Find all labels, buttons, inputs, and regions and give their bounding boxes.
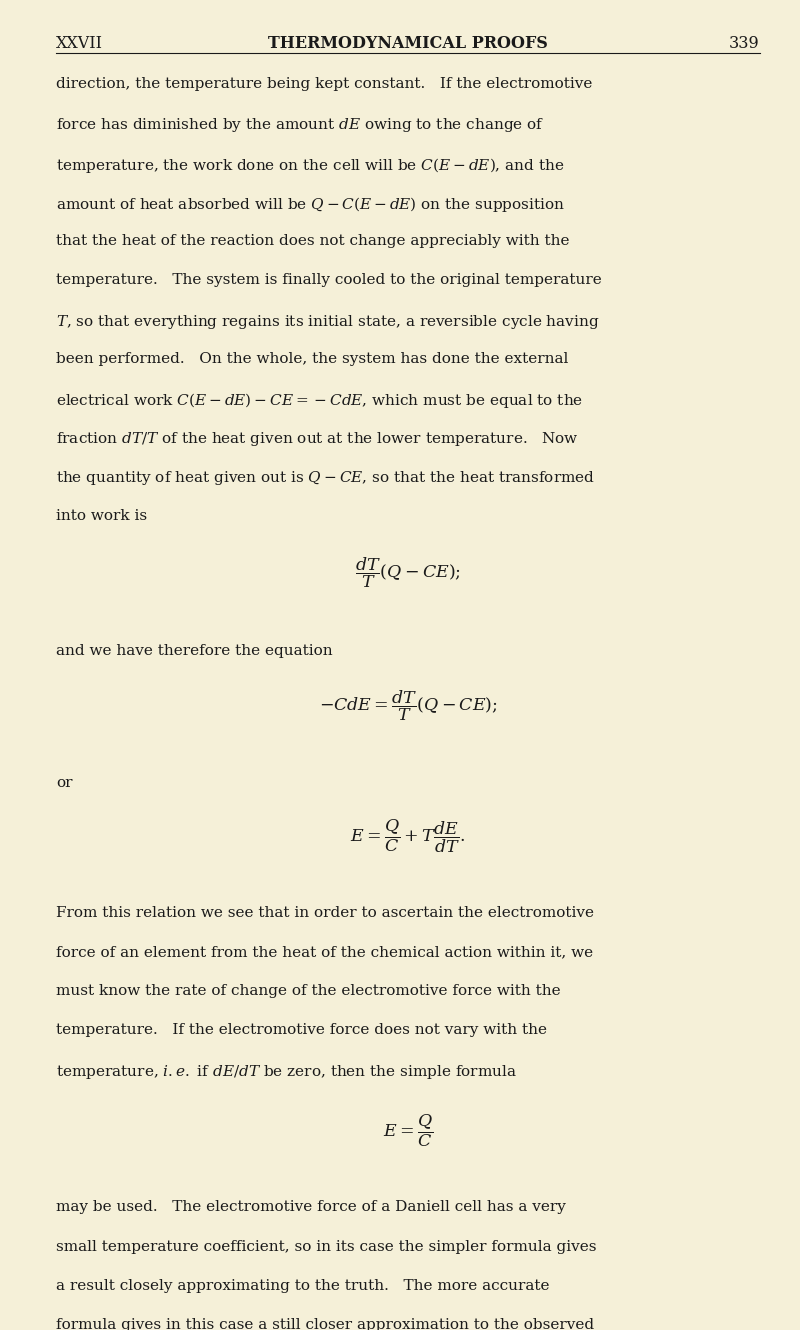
Text: into work is: into work is <box>56 508 147 523</box>
Text: temperature, the work done on the cell will be $C(E - dE)$, and the: temperature, the work done on the cell w… <box>56 156 564 174</box>
Text: direction, the temperature being kept constant.   If the electromotive: direction, the temperature being kept co… <box>56 77 592 92</box>
Text: temperature, $i.e.$ if $dE/dT$ be zero, then the simple formula: temperature, $i.e.$ if $dE/dT$ be zero, … <box>56 1063 517 1081</box>
Text: 339: 339 <box>730 35 760 52</box>
Text: $E = \dfrac{Q}{C}$: $E = \dfrac{Q}{C}$ <box>383 1112 433 1149</box>
Text: amount of heat absorbed will be $Q - C(E - dE)$ on the supposition: amount of heat absorbed will be $Q - C(E… <box>56 194 565 214</box>
Text: fraction $dT/T$ of the heat given out at the lower temperature.   Now: fraction $dT/T$ of the heat given out at… <box>56 430 579 448</box>
Text: force has diminished by the amount $dE$ owing to the change of: force has diminished by the amount $dE$ … <box>56 116 544 134</box>
Text: $\dfrac{dT}{T}(Q - CE)$;: $\dfrac{dT}{T}(Q - CE)$; <box>355 556 461 591</box>
Text: or: or <box>56 775 73 790</box>
Text: temperature.   If the electromotive force does not vary with the: temperature. If the electromotive force … <box>56 1023 547 1037</box>
Text: electrical work $C(E - dE) - CE = - CdE$, which must be equal to the: electrical work $C(E - dE) - CE = - CdE$… <box>56 391 583 410</box>
Text: may be used.   The electromotive force of a Daniell cell has a very: may be used. The electromotive force of … <box>56 1200 566 1214</box>
Text: must know the rate of change of the electromotive force with the: must know the rate of change of the elec… <box>56 984 561 999</box>
Text: $T$, so that everything regains its initial state, a reversible cycle having: $T$, so that everything regains its init… <box>56 313 599 331</box>
Text: temperature.   The system is finally cooled to the original temperature: temperature. The system is finally coole… <box>56 273 602 287</box>
Text: been performed.   On the whole, the system has done the external: been performed. On the whole, the system… <box>56 351 568 366</box>
Text: that the heat of the reaction does not change appreciably with the: that the heat of the reaction does not c… <box>56 234 570 249</box>
Text: a result closely approximating to the truth.   The more accurate: a result closely approximating to the tr… <box>56 1278 550 1293</box>
Text: XXVII: XXVII <box>56 35 103 52</box>
Text: THERMODYNAMICAL PROOFS: THERMODYNAMICAL PROOFS <box>268 35 548 52</box>
Text: and we have therefore the equation: and we have therefore the equation <box>56 644 333 658</box>
Text: small temperature coefficient, so in its case the simpler formula gives: small temperature coefficient, so in its… <box>56 1240 597 1254</box>
Text: the quantity of heat given out is $Q - CE$, so that the heat transformed: the quantity of heat given out is $Q - C… <box>56 469 595 488</box>
Text: From this relation we see that in order to ascertain the electromotive: From this relation we see that in order … <box>56 906 594 920</box>
Text: $-CdE = \dfrac{dT}{T}(Q - CE)$;: $-CdE = \dfrac{dT}{T}(Q - CE)$; <box>318 688 498 722</box>
Text: formula gives in this case a still closer approximation to the observed: formula gives in this case a still close… <box>56 1318 594 1330</box>
Text: $E = \dfrac{Q}{C} + T\dfrac{dE}{dT}.$: $E = \dfrac{Q}{C} + T\dfrac{dE}{dT}.$ <box>350 818 466 855</box>
Text: force of an element from the heat of the chemical action within it, we: force of an element from the heat of the… <box>56 944 593 959</box>
